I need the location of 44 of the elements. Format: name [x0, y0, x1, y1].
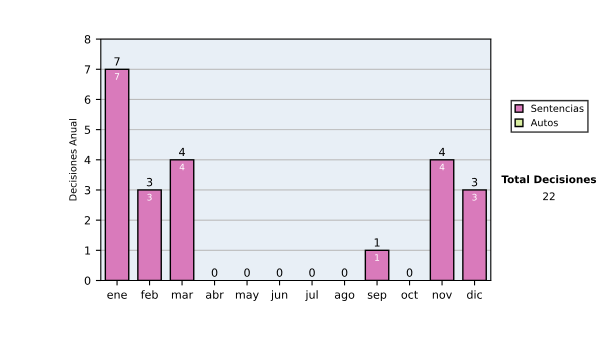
data-label: 4	[440, 164, 444, 170]
x-tick-label: nov	[432, 292, 452, 299]
x-tick-label: abr	[206, 290, 224, 299]
x-tick-label: sep	[368, 292, 386, 301]
y-tick-label: 1	[85, 246, 90, 255]
data-label: 4	[180, 164, 184, 170]
legend-label: Autos	[530, 119, 558, 126]
y-tick-label: 5	[84, 126, 90, 134]
y-tick-label: 8	[84, 35, 90, 44]
y-tick-label: 3	[84, 186, 90, 194]
x-tick-label: ene	[107, 292, 127, 299]
data-label: 1	[375, 254, 380, 261]
x-tick-label: jun	[270, 290, 288, 301]
x-tick-label: dic	[467, 290, 482, 299]
data-label: 3	[147, 194, 152, 201]
total-label: 0	[244, 268, 250, 277]
y-tick-label: 4	[84, 156, 90, 164]
total-label: 7	[114, 57, 120, 66]
x-tick-label: feb	[140, 290, 158, 299]
total-label: 0	[212, 268, 218, 277]
total-label: 0	[406, 268, 412, 277]
x-tick-label: mar	[172, 292, 194, 299]
text: Total Decisiones	[501, 175, 596, 184]
data-label: 7	[114, 73, 120, 80]
x-tick-label: jul	[305, 290, 318, 301]
total-label: 0	[309, 268, 315, 277]
y-tick-label: 2	[84, 216, 90, 224]
legend-label: Sentencias	[531, 104, 584, 112]
y-tick-label: 0	[84, 276, 90, 285]
y-axis-title: Decisiones Anual	[69, 119, 77, 200]
data-label: 3	[472, 194, 477, 201]
total-label: 3	[146, 178, 152, 186]
x-tick-label: ago	[334, 292, 354, 301]
y-tick-label: 7	[84, 65, 90, 74]
total-label: 0	[276, 268, 282, 277]
total-label: 1	[374, 238, 380, 247]
total-label: 0	[342, 268, 348, 277]
y-tick-label: 6	[84, 95, 90, 104]
x-tick-label: may	[236, 292, 259, 301]
total-label: 4	[439, 148, 445, 156]
text: 22	[543, 192, 555, 200]
total-label: 3	[472, 178, 478, 186]
total-label: 4	[179, 148, 185, 156]
x-tick-label: oct	[402, 290, 418, 299]
